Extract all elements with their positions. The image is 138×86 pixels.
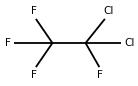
Text: F: F [31, 6, 37, 16]
Text: Cl: Cl [124, 38, 135, 48]
Text: Cl: Cl [103, 6, 114, 16]
Text: F: F [5, 38, 11, 48]
Text: F: F [97, 70, 103, 80]
Text: F: F [31, 70, 37, 80]
